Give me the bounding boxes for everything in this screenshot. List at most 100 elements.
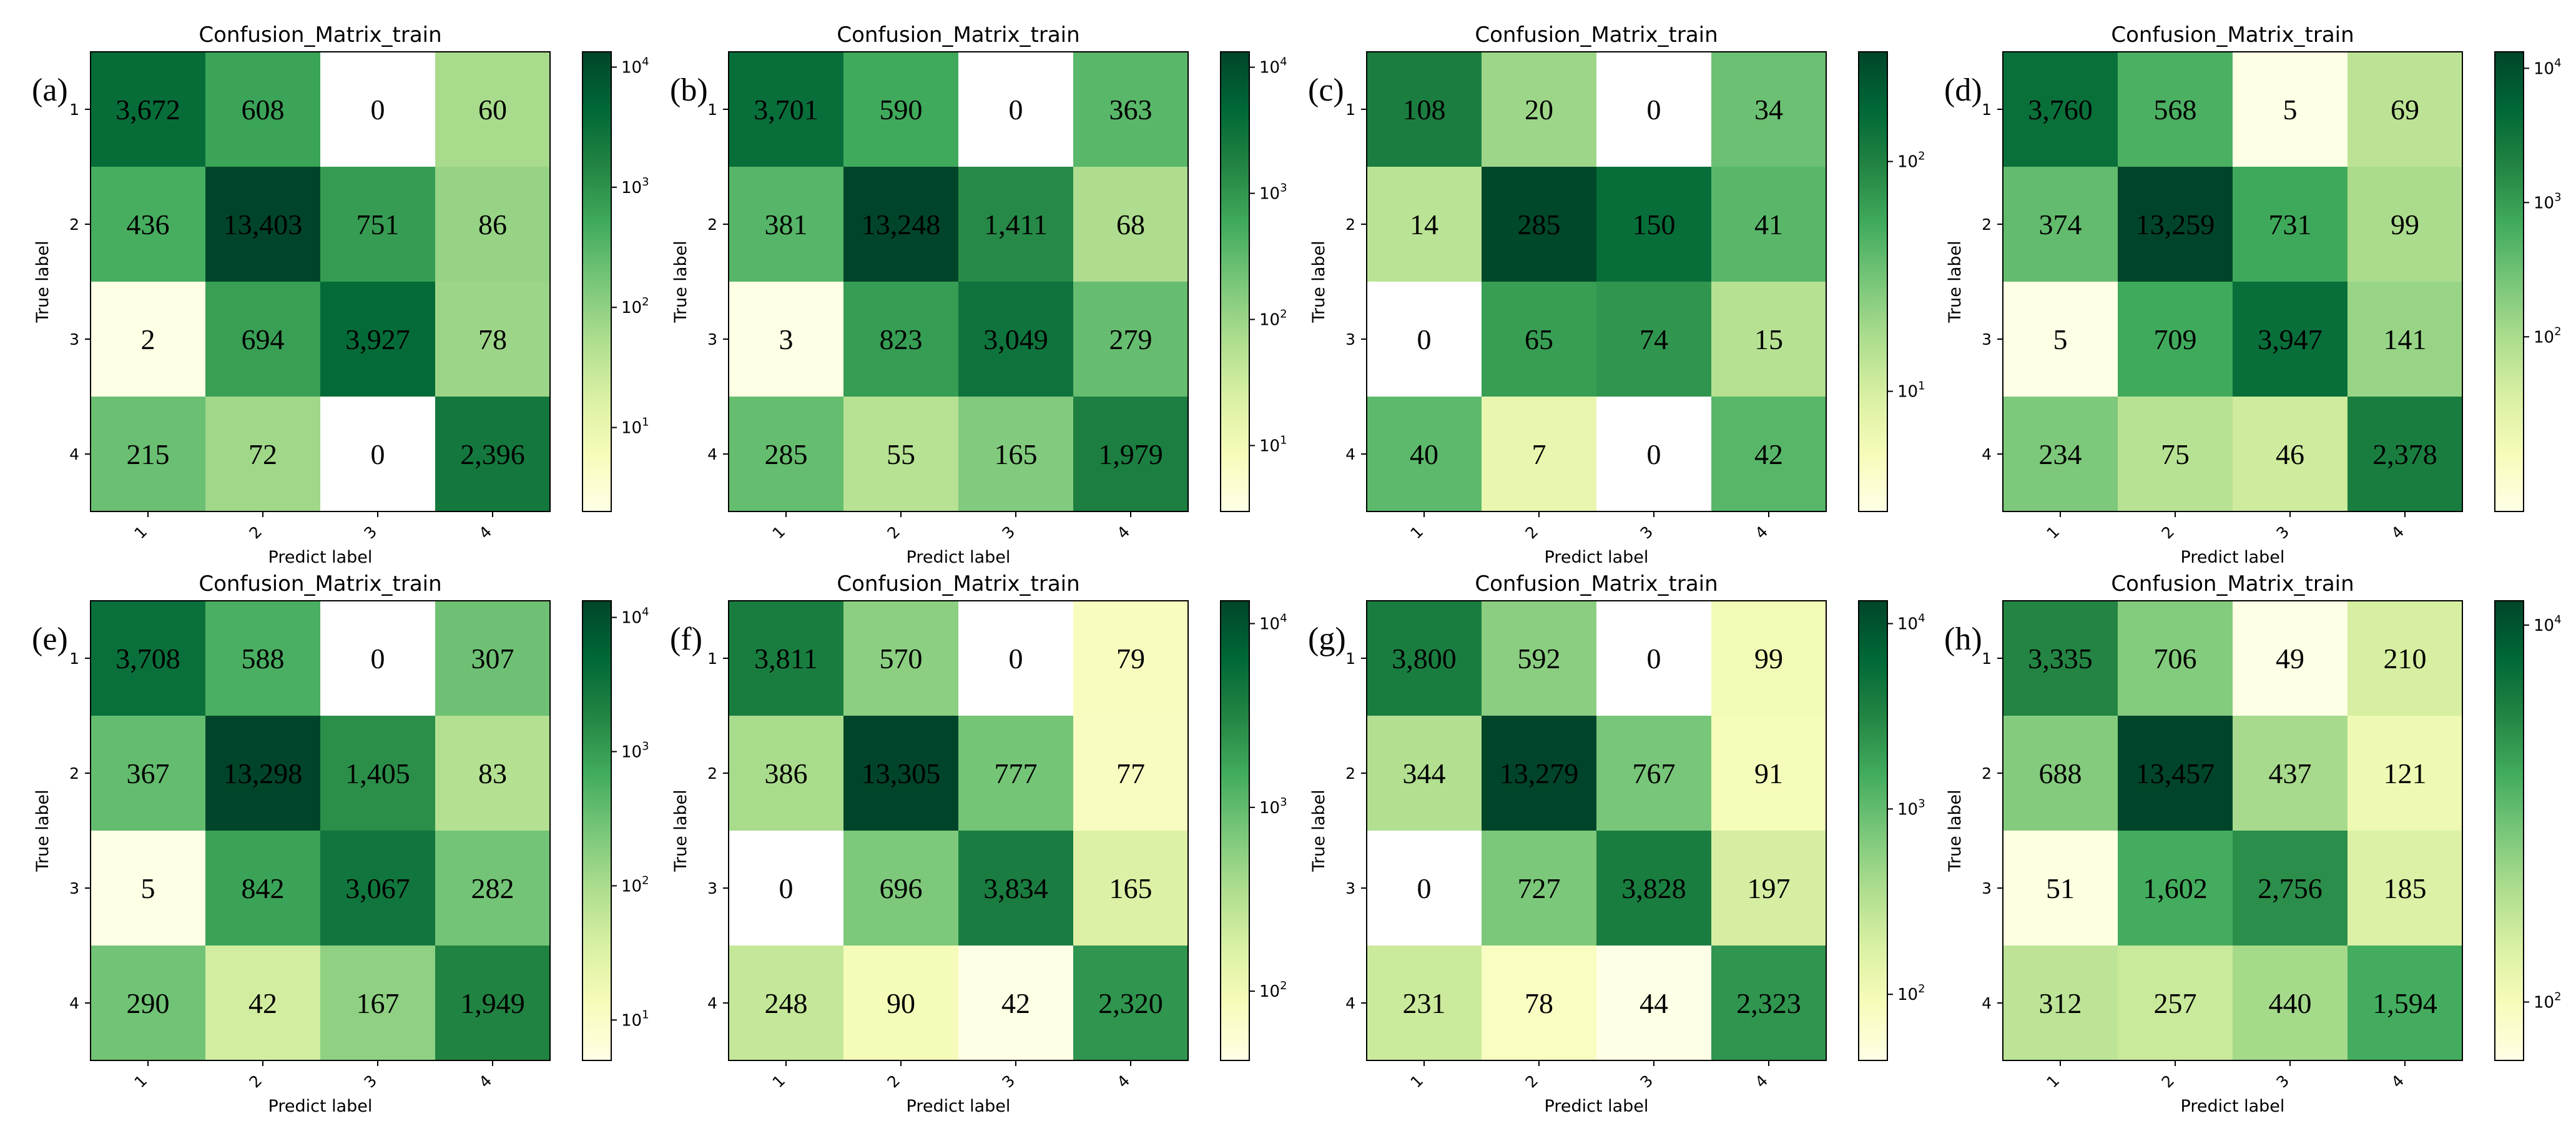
chart-title: Confusion_Matrix_train bbox=[2111, 22, 2354, 47]
heatmap-cell bbox=[1482, 946, 1596, 1060]
heatmap-cell bbox=[2233, 397, 2347, 511]
heatmap-cell bbox=[2347, 167, 2462, 282]
heatmap-cell bbox=[1367, 282, 1482, 397]
cell-value-label: 282 bbox=[471, 872, 514, 904]
colorbar-tick-label: 102 bbox=[1897, 982, 1925, 1004]
cell-value-label: 290 bbox=[127, 987, 170, 1019]
panel-a: (a) Confusion_Matrix_train 3,672 608 0 60 436 1… bbox=[32, 22, 649, 567]
colorbar: 101 102 103 104 bbox=[582, 51, 649, 512]
x-tick-label: 1 bbox=[130, 523, 150, 543]
heatmap-cell bbox=[205, 716, 320, 831]
y-tick-label: 2 bbox=[1982, 215, 1992, 234]
heatmap-cell bbox=[958, 716, 1073, 831]
x-tick-label: 1 bbox=[1407, 523, 1427, 543]
cell-value-label: 165 bbox=[1109, 872, 1153, 904]
heatmap-cell bbox=[729, 831, 843, 946]
colorbar-tick-label: 103 bbox=[621, 175, 649, 197]
heatmap-cell bbox=[1073, 397, 1188, 511]
y-tick-label: 3 bbox=[69, 330, 79, 348]
heatmap-cell bbox=[1482, 601, 1596, 716]
y-tick-label: 3 bbox=[707, 879, 717, 897]
chart-title: Confusion_Matrix_train bbox=[199, 571, 441, 596]
cell-value-label: 197 bbox=[1748, 872, 1791, 904]
cell-value-label: 1,949 bbox=[460, 987, 525, 1019]
heatmap-cell bbox=[958, 946, 1073, 1060]
y-tick-label: 2 bbox=[707, 215, 717, 234]
heatmap-cell bbox=[2118, 397, 2233, 511]
heatmap-cell bbox=[2233, 167, 2347, 282]
cell-value-label: 823 bbox=[880, 323, 923, 355]
colorbar-gradient bbox=[1220, 600, 1250, 1061]
x-tick-label: 4 bbox=[2387, 1072, 2407, 1092]
cell-value-label: 437 bbox=[2269, 758, 2312, 789]
heatmap-cell bbox=[843, 946, 958, 1060]
heatmap-cell bbox=[1482, 52, 1596, 167]
cell-value-label: 381 bbox=[765, 209, 808, 240]
heatmap-cell bbox=[2347, 52, 2462, 167]
colorbar-gradient bbox=[1858, 600, 1888, 1061]
heatmap-cell bbox=[2347, 601, 2462, 716]
cell-value-label: 386 bbox=[765, 758, 808, 789]
heatmap-cell bbox=[91, 52, 205, 167]
cell-value-label: 77 bbox=[1116, 758, 1145, 789]
plot-frame bbox=[2002, 600, 2463, 1061]
heatmap-cell bbox=[2347, 282, 2462, 397]
heatmap-cell bbox=[2003, 52, 2118, 167]
colorbar: 102 104 bbox=[2494, 600, 2562, 1061]
y-tick-label: 2 bbox=[1345, 215, 1355, 234]
chart-title: Confusion_Matrix_train bbox=[837, 571, 1079, 596]
heatmap-cell bbox=[729, 52, 843, 167]
cell-value-label: 42 bbox=[1754, 438, 1783, 470]
cell-value-label: 55 bbox=[887, 438, 915, 470]
cell-value-label: 14 bbox=[1410, 209, 1438, 240]
x-tick-label: 2 bbox=[245, 523, 265, 543]
colorbar-tick-label: 102 bbox=[2534, 325, 2562, 347]
heatmap-cell bbox=[1073, 52, 1188, 167]
colorbar-tick-label: 102 bbox=[1259, 308, 1287, 330]
cell-value-label: 0 bbox=[1417, 872, 1432, 904]
x-tick-label: 2 bbox=[245, 1072, 265, 1092]
colorbar-tick-label: 104 bbox=[621, 55, 649, 77]
cell-value-label: 1,594 bbox=[2372, 987, 2437, 1019]
heatmap-cell bbox=[729, 282, 843, 397]
y-tick-label: 1 bbox=[1345, 101, 1355, 119]
plot-frame bbox=[728, 600, 1189, 1061]
cell-value-label: 3,828 bbox=[1621, 872, 1686, 904]
x-tick-label: 3 bbox=[360, 523, 380, 543]
cell-value-label: 2 bbox=[141, 323, 155, 355]
heatmap-cell bbox=[91, 946, 205, 1060]
cell-value-label: 0 bbox=[1417, 323, 1432, 355]
cell-value-label: 0 bbox=[1647, 438, 1661, 470]
colorbar-tick-label: 103 bbox=[1259, 182, 1287, 204]
heatmap-cell bbox=[320, 52, 435, 167]
heatmap-cell bbox=[1596, 282, 1711, 397]
colorbar: 102 103 104 bbox=[1220, 600, 1287, 1061]
colorbar-tick-label: 104 bbox=[2534, 56, 2562, 78]
heatmap-cell bbox=[1073, 716, 1188, 831]
cell-value-label: 1,411 bbox=[984, 209, 1048, 240]
y-tick-label: 3 bbox=[1982, 330, 1992, 348]
cell-value-label: 0 bbox=[371, 94, 385, 126]
heatmap-cell bbox=[1596, 397, 1711, 511]
heatmap-cell bbox=[958, 831, 1073, 946]
heatmap-cell bbox=[843, 52, 958, 167]
cell-value-label: 248 bbox=[765, 987, 808, 1019]
colorbar-tick-label: 104 bbox=[1259, 611, 1287, 633]
x-tick-label: 3 bbox=[360, 1072, 380, 1092]
heatmap-cell bbox=[1073, 282, 1188, 397]
cell-value-label: 210 bbox=[2384, 643, 2427, 674]
x-tick-label: 1 bbox=[2043, 523, 2063, 543]
chart-title: Confusion_Matrix_train bbox=[2111, 571, 2354, 596]
x-tick-label: 1 bbox=[2043, 1072, 2063, 1092]
y-tick-label: 4 bbox=[1345, 994, 1355, 1012]
heatmap-cell bbox=[1711, 946, 1826, 1060]
colorbar-tick-label: 104 bbox=[1897, 612, 1925, 634]
chart-title: Confusion_Matrix_train bbox=[837, 22, 1079, 47]
colorbar-tick-label: 101 bbox=[621, 1008, 649, 1030]
y-tick-label: 2 bbox=[1982, 764, 1992, 783]
cell-value-label: 7 bbox=[1532, 438, 1546, 470]
cell-value-label: 13,305 bbox=[862, 758, 941, 789]
heatmap-cell bbox=[435, 52, 550, 167]
cell-value-label: 3,701 bbox=[754, 94, 819, 126]
